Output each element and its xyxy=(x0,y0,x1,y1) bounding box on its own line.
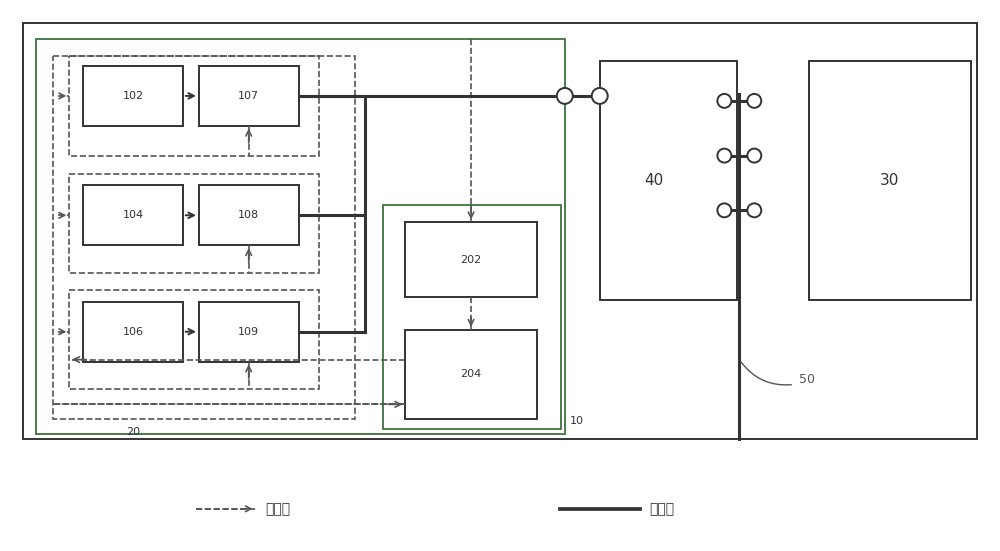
Text: 40: 40 xyxy=(644,173,663,188)
FancyArrowPatch shape xyxy=(741,362,791,385)
Circle shape xyxy=(717,203,731,217)
Text: 50: 50 xyxy=(799,373,815,386)
Circle shape xyxy=(747,203,761,217)
Bar xyxy=(36,39,565,434)
Bar xyxy=(69,56,319,155)
Text: 信号线: 信号线 xyxy=(266,502,291,516)
Text: 30: 30 xyxy=(880,173,900,188)
Bar xyxy=(83,302,183,361)
Text: 106: 106 xyxy=(123,327,144,337)
Text: 104: 104 xyxy=(122,210,144,220)
Bar xyxy=(405,222,537,297)
Text: 204: 204 xyxy=(460,370,482,380)
Text: 202: 202 xyxy=(460,255,482,264)
Text: 108: 108 xyxy=(238,210,259,220)
Bar xyxy=(199,186,299,245)
Bar xyxy=(69,290,319,390)
Bar xyxy=(199,66,299,126)
Bar xyxy=(199,302,299,361)
Bar xyxy=(23,23,977,439)
Circle shape xyxy=(592,88,608,104)
Circle shape xyxy=(747,149,761,163)
Circle shape xyxy=(717,149,731,163)
Text: 电源线: 电源线 xyxy=(650,502,675,516)
Bar xyxy=(53,56,355,419)
Bar xyxy=(83,66,183,126)
Bar xyxy=(809,61,971,300)
Bar xyxy=(405,329,537,419)
Circle shape xyxy=(717,94,731,108)
Bar xyxy=(600,61,737,300)
Text: 10: 10 xyxy=(570,416,584,426)
Bar xyxy=(83,186,183,245)
Bar xyxy=(383,206,561,429)
Circle shape xyxy=(557,88,573,104)
Text: 107: 107 xyxy=(238,91,259,101)
Text: 109: 109 xyxy=(238,327,259,337)
Circle shape xyxy=(747,94,761,108)
Bar xyxy=(69,174,319,273)
Text: 102: 102 xyxy=(122,91,144,101)
Text: 20: 20 xyxy=(126,427,140,437)
